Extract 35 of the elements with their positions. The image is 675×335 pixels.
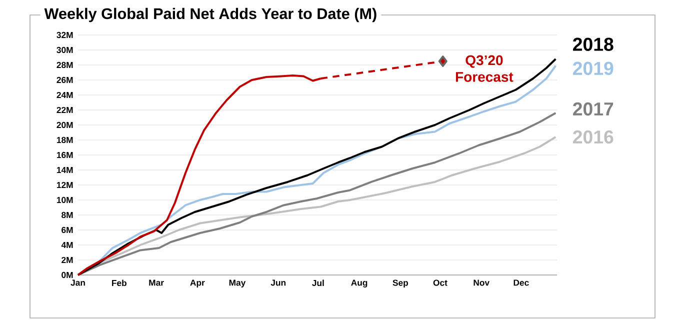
y-tick-label: 28M xyxy=(56,62,73,68)
annotation: Q3’20 Forecast xyxy=(456,55,514,82)
y-tick-label: 10M xyxy=(56,196,73,204)
x-tick-label: Feb xyxy=(112,280,126,286)
y-tick-label: 14M xyxy=(56,167,73,173)
chart-title: Weekly Global Paid Net Adds Year to Date (M) xyxy=(44,8,376,22)
y-tick-label: 20M xyxy=(56,122,73,128)
x-tick-label: Jan xyxy=(70,280,85,286)
y-tick-label: 12M xyxy=(56,182,73,188)
x-tick-label: Oct xyxy=(433,280,448,286)
y-tick-label: 8M xyxy=(62,212,73,218)
series-label: 2019 xyxy=(573,62,614,76)
x-tick-label: Jul xyxy=(312,280,324,286)
y-tick-label: 32M xyxy=(56,32,73,38)
y-tick-label: 30M xyxy=(56,46,73,54)
x-tick-label: Aug xyxy=(351,280,368,288)
x-tick-label: Apr xyxy=(190,280,205,288)
y-tick-label: 22M xyxy=(56,106,73,114)
y-tick-label: 16M xyxy=(56,152,73,158)
y-tick-label: 4M xyxy=(61,242,73,248)
x-tick-label: Sep xyxy=(392,280,408,288)
series-label: 2018 xyxy=(573,38,614,51)
y-tick-label: 2M xyxy=(62,256,73,264)
series-label: 2016 xyxy=(573,130,614,144)
series-label: 2017 xyxy=(573,102,614,116)
x-tick-label: Nov xyxy=(474,280,490,286)
x-tick-label: Mar xyxy=(149,280,164,286)
x-tick-label: Dec xyxy=(514,280,529,286)
x-tick-label: May xyxy=(229,280,246,288)
y-tick-label: 26M xyxy=(56,76,73,84)
x-tick-label: Jun xyxy=(270,280,286,286)
y-tick-label: 6M xyxy=(62,226,73,234)
y-tick-label: 18M xyxy=(56,136,73,144)
y-tick-label: 0M xyxy=(62,272,73,278)
y-tick-label: 24M xyxy=(56,92,73,98)
